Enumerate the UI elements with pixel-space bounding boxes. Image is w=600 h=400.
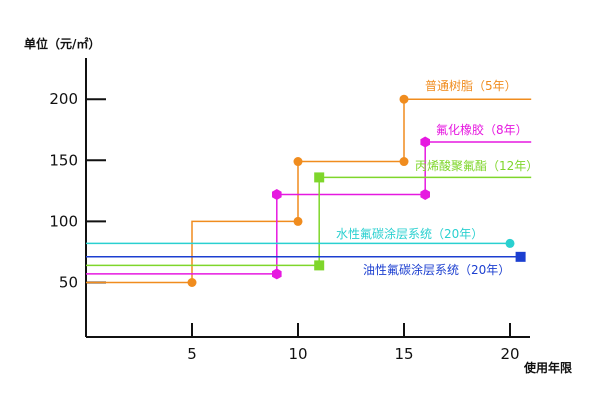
axes: 单位（元/㎡） 使用年限 — [24, 36, 572, 375]
data-point — [272, 268, 282, 280]
y-tick-label: 100 — [49, 212, 78, 230]
series-label: 氟化橡胶（8年） — [436, 122, 528, 137]
series-label: 普通树脂（5年） — [425, 78, 517, 93]
data-point — [420, 189, 430, 200]
data-point — [314, 172, 325, 183]
y-tick-label: 200 — [49, 90, 78, 108]
series-line — [86, 141, 532, 275]
series-line — [86, 176, 532, 267]
data-point — [293, 216, 303, 226]
series-5 — [86, 251, 526, 262]
x-tick-label: 10 — [288, 345, 307, 363]
y-axis-title: 单位（元/㎡） — [24, 36, 100, 51]
data-point — [515, 251, 526, 262]
data-point — [399, 94, 409, 104]
data-point — [420, 136, 430, 148]
x-tick-label: 20 — [500, 345, 519, 363]
series-line — [86, 98, 532, 284]
series-label: 水性氟碳涂层系统（20年） — [336, 226, 483, 241]
series-4 — [86, 238, 515, 248]
ticks: 50 100 150 200 5 10 15 20 — [49, 90, 519, 363]
data-point — [399, 157, 409, 167]
y-tick-label: 50 — [59, 274, 78, 292]
y-tick-label: 150 — [49, 151, 78, 169]
series-2 — [86, 136, 532, 280]
data-point — [505, 238, 515, 248]
series-layer — [86, 94, 532, 287]
series-1 — [86, 94, 532, 287]
x-axis-title: 使用年限 — [523, 360, 572, 375]
data-point — [293, 157, 303, 167]
data-point — [187, 278, 197, 287]
series-label: 丙烯酸聚氟酯（12年） — [415, 158, 538, 173]
x-tick-label: 15 — [394, 345, 413, 363]
series-3 — [86, 172, 532, 271]
data-point — [314, 260, 325, 271]
data-point — [272, 189, 282, 200]
series-labels: 普通树脂（5年） 氟化橡胶（8年） 丙烯酸聚氟酯（12年） 水性氟碳涂层系统（20年）… — [336, 78, 538, 277]
x-tick-label: 5 — [187, 345, 197, 363]
series-label: 油性氟碳涂层系统（20年） — [363, 262, 510, 277]
